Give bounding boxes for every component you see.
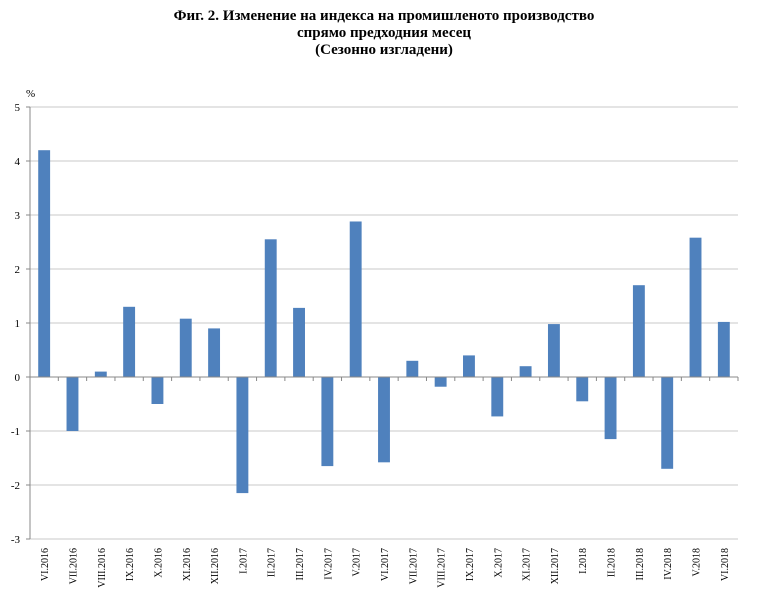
x-category-label: VI.2017 bbox=[380, 548, 391, 581]
x-category-label: III.2017 bbox=[295, 548, 306, 581]
x-category-label: V.2018 bbox=[692, 548, 703, 576]
x-category-label: III.2018 bbox=[635, 548, 646, 581]
bar-XII.2016 bbox=[208, 328, 221, 377]
x-category-label: VI.2018 bbox=[720, 548, 731, 581]
x-category-label: VII.2016 bbox=[68, 548, 79, 584]
y-tick-label: 0 bbox=[15, 372, 21, 384]
bar-XI.2017 bbox=[519, 366, 532, 377]
x-category-label: V.2017 bbox=[352, 548, 363, 576]
bar-I.2017 bbox=[236, 377, 249, 494]
bar-VI.2016 bbox=[38, 150, 51, 377]
x-category-label: IX.2017 bbox=[465, 548, 476, 581]
y-tick-label: 5 bbox=[15, 102, 21, 114]
x-category-label: I.2018 bbox=[578, 548, 589, 574]
chart-title: Фиг. 2. Изменение на индекса на промишле… bbox=[0, 8, 768, 59]
bar-VIII.2017 bbox=[434, 377, 447, 387]
y-tick-label: -2 bbox=[11, 480, 20, 492]
x-category-label: IV.2018 bbox=[663, 548, 674, 580]
y-tick-label: 4 bbox=[15, 156, 21, 168]
x-category-label: II.2018 bbox=[607, 548, 618, 577]
bar-II.2017 bbox=[264, 239, 277, 377]
x-category-label: X.2017 bbox=[493, 548, 504, 578]
y-tick-label: 3 bbox=[15, 210, 21, 222]
y-tick-label: -1 bbox=[11, 426, 20, 438]
bar-X.2016 bbox=[151, 377, 164, 404]
y-tick-label: 2 bbox=[15, 264, 21, 276]
chart-title-line-3: (Сезонно изгладени) bbox=[315, 42, 453, 58]
x-category-label: VI.2016 bbox=[40, 548, 51, 581]
bar-IV.2018 bbox=[661, 377, 674, 469]
y-tick-label: 1 bbox=[15, 318, 21, 330]
x-category-label: I.2017 bbox=[238, 548, 249, 574]
x-category-label: VIII.2016 bbox=[97, 548, 108, 588]
chart-title-line-1: Фиг. 2. Изменение на индекса на промишле… bbox=[173, 8, 595, 24]
y-axis-unit-label: % bbox=[26, 88, 35, 100]
bar-X.2017 bbox=[491, 377, 504, 417]
bar-XII.2017 bbox=[547, 324, 560, 377]
x-category-label: XII.2017 bbox=[550, 548, 561, 584]
bar-VII.2017 bbox=[406, 360, 419, 377]
x-category-label: XI.2016 bbox=[182, 548, 193, 581]
bar-XI.2016 bbox=[179, 318, 192, 377]
bar-IV.2017 bbox=[321, 377, 334, 467]
x-category-label: XII.2016 bbox=[210, 548, 221, 584]
bar-VI.2017 bbox=[378, 377, 390, 463]
x-category-label: VIII.2017 bbox=[437, 548, 448, 588]
bar-I.2018 bbox=[576, 377, 589, 402]
y-tick-label: -3 bbox=[11, 534, 21, 546]
bar-IX.2016 bbox=[123, 306, 136, 377]
x-category-label: II.2017 bbox=[267, 548, 278, 577]
bar-II.2018 bbox=[604, 377, 617, 440]
bar-VIII.2016 bbox=[94, 371, 107, 377]
bar-V.2017 bbox=[349, 221, 362, 377]
x-category-label: VII.2017 bbox=[408, 548, 419, 584]
chart-title-line-2: спрямо предходния месец bbox=[297, 25, 471, 41]
bar-III.2017 bbox=[293, 307, 305, 377]
x-category-label: XI.2017 bbox=[522, 548, 533, 581]
bar-VII.2016 bbox=[66, 377, 79, 431]
bar-VI.2018 bbox=[717, 321, 730, 377]
x-category-label: IX.2016 bbox=[125, 548, 136, 581]
bar-III.2018 bbox=[632, 285, 645, 377]
x-category-label: IV.2017 bbox=[323, 548, 334, 580]
x-category-label: X.2016 bbox=[153, 548, 164, 578]
bar-IX.2017 bbox=[463, 355, 475, 377]
bar-V.2018 bbox=[689, 237, 702, 377]
